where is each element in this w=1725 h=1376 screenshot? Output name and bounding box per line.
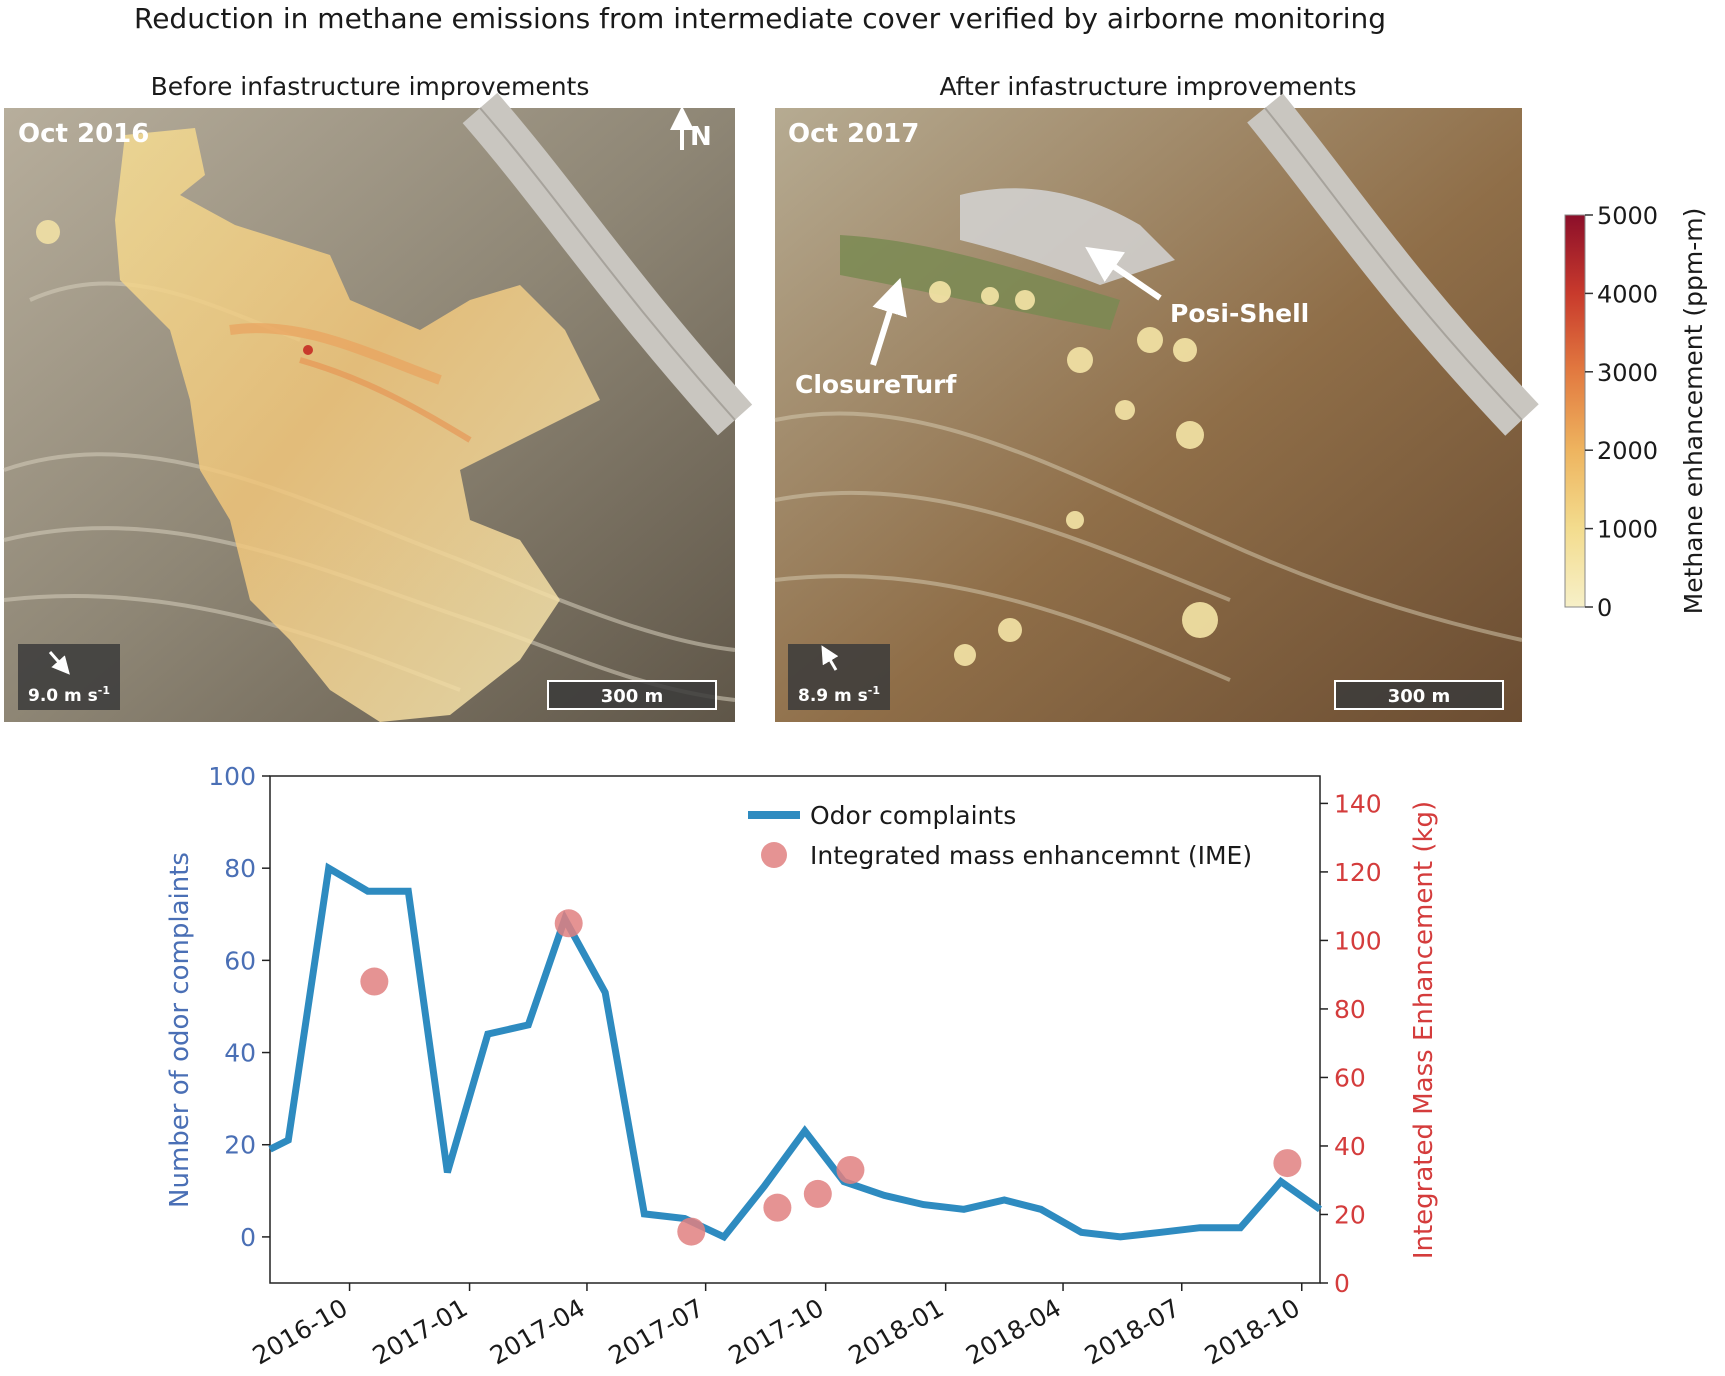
series-layer <box>268 862 1323 1246</box>
posi-shell-arrow <box>1085 246 1162 301</box>
right-axis-tick-label: 80 <box>1334 995 1366 1024</box>
x-axis-tick-label: 2017-04 <box>485 1293 590 1370</box>
left-axis-label: Number of odor complaints <box>165 852 195 1208</box>
ime-point <box>1273 1149 1302 1178</box>
legend: Odor complaints Integrated mass enhancem… <box>748 801 1252 870</box>
right-axis-tick-label: 40 <box>1334 1132 1366 1161</box>
panel-title-after: After infastructure improvements <box>939 72 1356 101</box>
odor-complaints-line <box>268 862 1323 1242</box>
legend-label-odor: Odor complaints <box>810 801 1016 830</box>
colorbar-tick-label: 0 <box>1597 594 1612 622</box>
panel-title-before: Before infastructure improvements <box>151 72 590 101</box>
methane-patches-after <box>929 281 1218 666</box>
x-axis-tick-label: 2018-10 <box>1200 1293 1305 1370</box>
map-panel-after: After infastructure improvements Posi-Sh… <box>774 72 1539 722</box>
ime-point <box>836 1155 865 1184</box>
x-axis-tick-label: 2017-10 <box>724 1293 829 1370</box>
wind-arrow-icon <box>821 645 839 671</box>
north-label: N <box>690 122 712 152</box>
colorbar-gradient <box>1564 214 1586 608</box>
map-panel-before: Before infastructure improvements Oct 20… <box>3 72 753 722</box>
terrain-terraces-after <box>774 411 1523 682</box>
posi-shell-label: Posi-Shell <box>1170 299 1309 328</box>
panel-date-after: Oct 2017 <box>788 119 919 149</box>
ime-point <box>677 1217 706 1246</box>
ime-point <box>803 1179 832 1208</box>
wind-speed-after: 8.9 m s-1 <box>798 684 880 706</box>
wind-box-before <box>18 644 120 710</box>
closure-turf-label: ClosureTurf <box>795 370 957 399</box>
x-axis-tick-label: 2018-07 <box>1080 1293 1185 1370</box>
legend-label-ime: Integrated mass enhancemnt (IME) <box>810 841 1252 870</box>
scale-bar-after <box>1334 680 1504 710</box>
right-axis-tick-label: 60 <box>1334 1063 1366 1092</box>
closure-turf-area <box>840 235 1120 330</box>
colorbar-tick-label: 2000 <box>1597 437 1658 465</box>
x-axis: 2016-10 2017-01 2017-04 2017-07 2017-10 2018-… <box>248 1283 1305 1370</box>
right-axis-tick-label: 0 <box>1334 1269 1350 1298</box>
colorbar-tick-label: 5000 <box>1597 202 1658 230</box>
right-axis-tick-label: 100 <box>1334 926 1382 955</box>
colorbar-tick-label: 3000 <box>1597 359 1658 387</box>
right-y-axis: 0 20 40 60 80 100 120 140 <box>1320 789 1382 1298</box>
colorbar: 0 1000 2000 3000 4000 5000 Methane enhancemen… <box>1564 202 1708 622</box>
right-axis-tick-label: 140 <box>1334 789 1382 818</box>
wind-arrow-icon <box>48 651 70 675</box>
ime-point <box>763 1193 792 1222</box>
closure-turf-arrow <box>870 277 907 366</box>
left-axis-tick-label: 60 <box>224 946 256 975</box>
chart-plot-area <box>269 775 1321 1284</box>
left-axis-tick-label: 20 <box>224 1131 256 1160</box>
right-axis-tick-label: 20 <box>1334 1200 1366 1229</box>
colorbar-label: Methane enhancement (ppm-m) <box>1679 208 1708 615</box>
x-axis-tick-label: 2017-07 <box>604 1293 709 1370</box>
left-axis-tick-label: 40 <box>224 1039 256 1068</box>
ime-point <box>360 967 389 996</box>
x-axis-tick-label: 2017-01 <box>368 1293 473 1370</box>
right-axis-label: Integrated Mass Enhancement (kg) <box>1409 801 1439 1259</box>
x-axis-tick-label: 2018-01 <box>844 1293 949 1370</box>
left-axis-tick-label: 0 <box>240 1223 256 1252</box>
methane-plume-before <box>115 128 600 722</box>
left-axis-tick-label: 100 <box>208 762 256 791</box>
figure-title: Reduction in methane emissions from inte… <box>134 2 1386 35</box>
scale-bar-before <box>547 680 717 710</box>
right-axis-tick-label: 120 <box>1334 858 1382 887</box>
ime-point <box>554 909 583 938</box>
left-axis-tick-label: 80 <box>224 854 256 883</box>
scale-bar-label-after: 300 m <box>1388 686 1451 707</box>
left-y-axis: 0 20 40 60 80 100 <box>208 762 270 1252</box>
wind-speed-before: 9.0 m s-1 <box>28 684 110 706</box>
x-axis-tick-label: 2016-10 <box>248 1293 353 1370</box>
panel-date-before: Oct 2016 <box>18 119 149 149</box>
wind-box-after <box>788 644 890 710</box>
scale-bar-label-before: 300 m <box>601 686 664 707</box>
colorbar-ticks: 0 1000 2000 3000 4000 5000 <box>1585 202 1658 622</box>
colorbar-tick-label: 4000 <box>1597 280 1658 308</box>
legend-dot-swatch <box>761 842 787 868</box>
x-axis-tick-label: 2018-04 <box>961 1293 1066 1370</box>
satellite-image-after <box>775 108 1522 722</box>
colorbar-tick-label: 1000 <box>1597 516 1658 544</box>
